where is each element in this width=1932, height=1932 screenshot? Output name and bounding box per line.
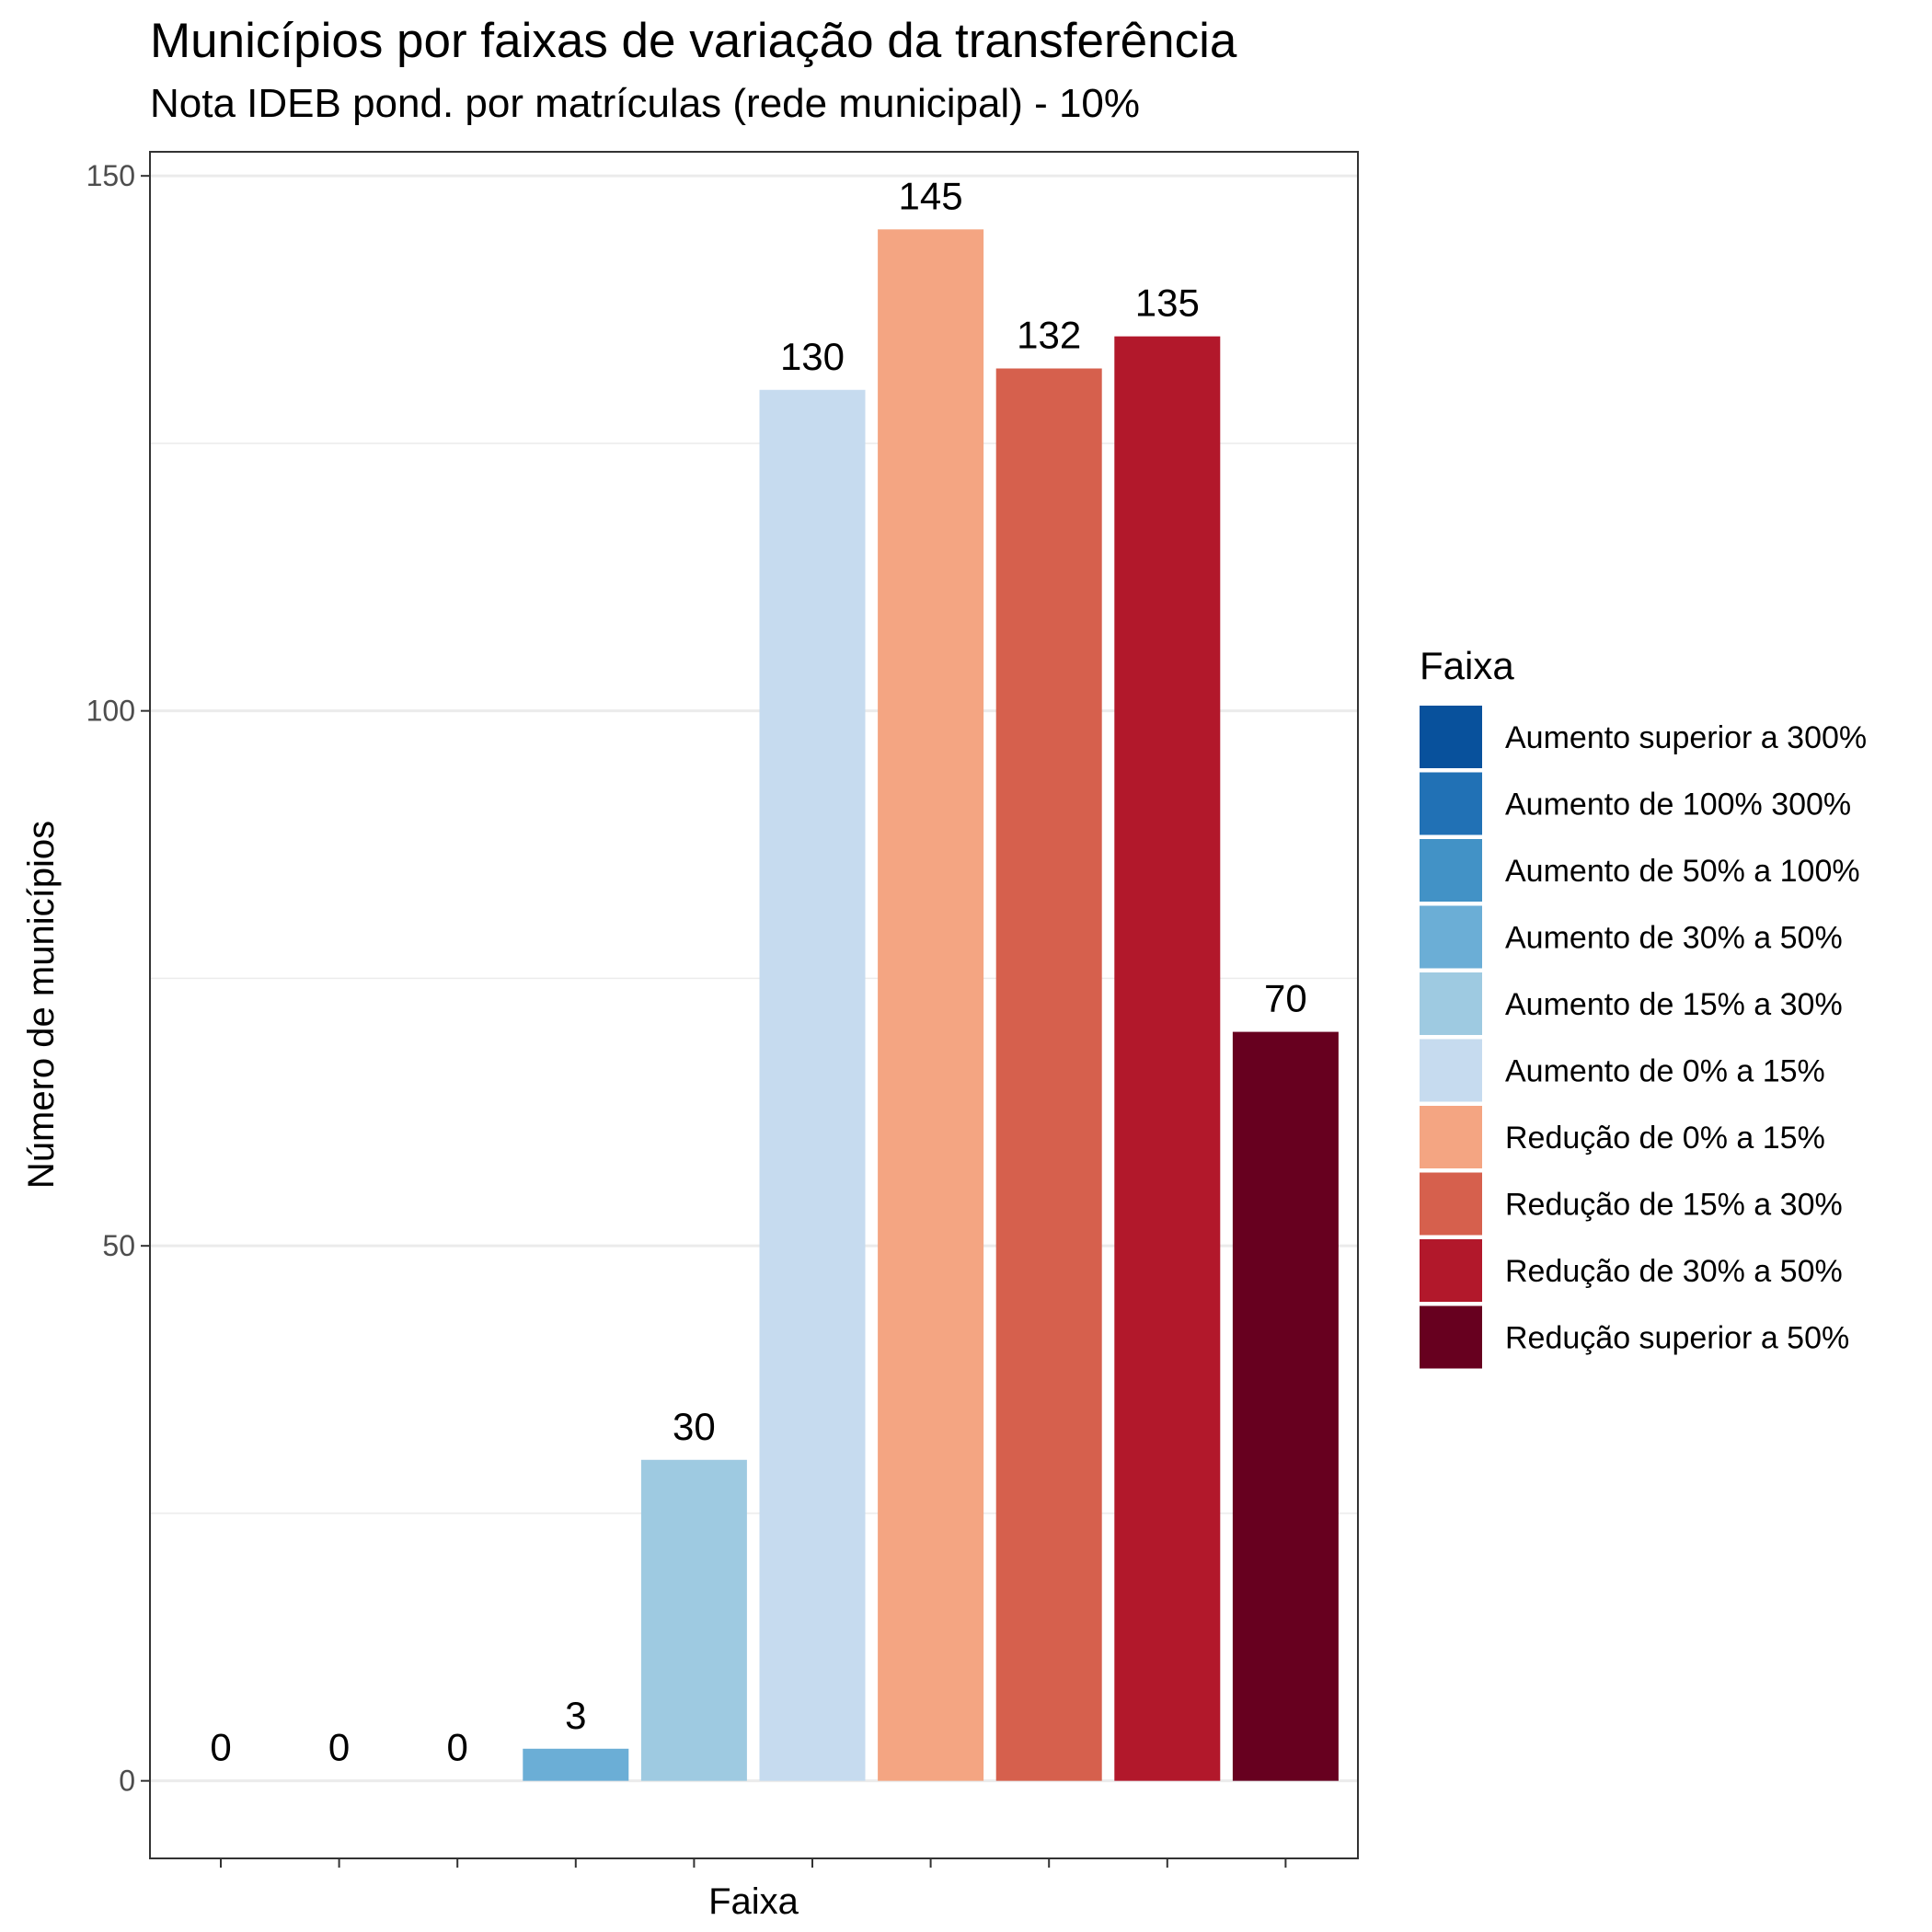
y-tick-label: 0: [119, 1765, 135, 1798]
legend-key: [1420, 1039, 1482, 1102]
legend-label: Aumento de 0% a 15%: [1505, 1054, 1825, 1089]
legend-label: Redução de 0% a 15%: [1505, 1121, 1825, 1156]
legend-key: [1420, 1106, 1482, 1168]
bar: [640, 1459, 747, 1781]
legend-key: [1420, 905, 1482, 969]
legend-label: Redução superior a 50%: [1505, 1321, 1849, 1356]
legend-label: Redução de 15% a 30%: [1505, 1188, 1843, 1223]
bar: [878, 229, 984, 1781]
legend-key: [1420, 1305, 1482, 1369]
bars: [523, 229, 1339, 1781]
legend-key: [1420, 1172, 1482, 1236]
bar-value-label: 135: [1135, 282, 1200, 325]
bar-value-label: 0: [210, 1726, 231, 1769]
chart-subtitle: Nota IDEB pond. por matrículas (rede mun…: [150, 81, 1141, 126]
legend-key: [1420, 839, 1482, 902]
legend-key: [1420, 972, 1482, 1035]
bar: [995, 368, 1102, 1781]
bar-value-label: 70: [1264, 977, 1307, 1020]
y-axis: 0 50 100 150: [86, 159, 150, 1798]
bar-value-label: 145: [899, 174, 963, 217]
y-tick-label: 100: [86, 695, 135, 728]
bar: [759, 389, 866, 1781]
legend-key: [1420, 1239, 1482, 1302]
bar-value-label: 0: [447, 1726, 468, 1769]
bar: [1232, 1031, 1339, 1781]
bar: [523, 1748, 629, 1781]
legend-label: Redução de 30% a 50%: [1505, 1254, 1843, 1289]
bar: [1114, 336, 1221, 1781]
legend-key: [1420, 772, 1482, 835]
panel-border: [149, 151, 1359, 1859]
legend: Faixa Aumento superior a 300% Aumento de …: [1420, 644, 1867, 1369]
bar-value-label: 0: [328, 1726, 350, 1769]
bar-labels: 0 0 0 3 30 130 145 132 135 70: [210, 174, 1306, 1768]
y-tick-label: 50: [102, 1229, 135, 1262]
legend-label: Aumento de 30% a 50%: [1505, 921, 1843, 956]
chart-title: Municípios por faixas de variação da tra…: [150, 14, 1237, 68]
x-axis-title: Faixa: [708, 1881, 799, 1922]
bar-value-label: 132: [1017, 314, 1081, 357]
legend-label: Aumento de 100% 300%: [1505, 788, 1851, 822]
bar-value-label: 30: [673, 1405, 716, 1448]
legend-key: [1420, 706, 1482, 768]
legend-label: Aumento de 15% a 30%: [1505, 987, 1843, 1022]
bar-value-label: 130: [780, 335, 845, 378]
legend-label: Aumento superior a 300%: [1505, 720, 1867, 755]
x-axis: [220, 1858, 1287, 1868]
bar-value-label: 3: [565, 1694, 586, 1737]
y-tick-label: 150: [86, 159, 135, 192]
y-axis-title: Número de municípios: [21, 821, 62, 1189]
legend-title: Faixa: [1420, 644, 1514, 687]
legend-label: Aumento de 50% a 100%: [1505, 854, 1860, 889]
